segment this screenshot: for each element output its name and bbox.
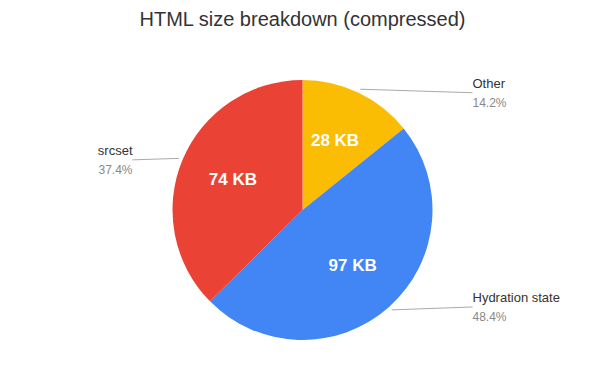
svg-text:Hydration state: Hydration state	[473, 290, 560, 305]
svg-text:74 KB: 74 KB	[209, 170, 257, 189]
svg-text:28 KB: 28 KB	[311, 131, 359, 150]
svg-text:14.2%: 14.2%	[473, 96, 507, 110]
svg-text:48.4%: 48.4%	[473, 310, 507, 324]
svg-text:37.4%: 37.4%	[98, 163, 132, 177]
svg-text:97 KB: 97 KB	[329, 256, 377, 275]
html-text:HTML size breakdown (compresse: HTML size breakdown (compressed)	[139, 8, 466, 30]
svg-text:srcset: srcset	[98, 143, 133, 158]
svg-text:Other: Other	[473, 76, 506, 91]
